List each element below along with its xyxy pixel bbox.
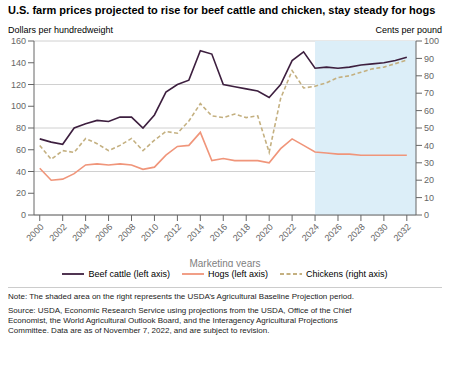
svg-text:50: 50 <box>424 123 434 133</box>
svg-text:40: 40 <box>424 141 434 151</box>
svg-text:20: 20 <box>424 175 434 185</box>
svg-text:10: 10 <box>424 193 434 203</box>
svg-text:120: 120 <box>11 80 26 90</box>
svg-text:2002: 2002 <box>47 222 68 243</box>
svg-text:30: 30 <box>424 158 434 168</box>
html-text:Beef cattle (left axis): Beef cattle (left axis) <box>88 269 170 279</box>
svg-text:Marketing years: Marketing years <box>189 258 260 267</box>
svg-text:0: 0 <box>424 210 429 220</box>
svg-text:0: 0 <box>21 210 26 220</box>
svg-text:2016: 2016 <box>208 222 229 243</box>
svg-text:2018: 2018 <box>231 222 252 243</box>
svg-text:2000: 2000 <box>24 222 45 243</box>
svg-text:60: 60 <box>16 145 26 155</box>
svg-text:2028: 2028 <box>346 222 367 243</box>
html-text:Note: The shaded area on the r: Note: The shaded area on the right repre… <box>8 292 354 301</box>
svg-text:2004: 2004 <box>70 222 91 243</box>
svg-text:100: 100 <box>424 36 439 46</box>
svg-text:40: 40 <box>16 167 26 177</box>
svg-text:2020: 2020 <box>254 222 275 243</box>
svg-text:2010: 2010 <box>139 222 160 243</box>
svg-text:70: 70 <box>424 88 434 98</box>
svg-text:100: 100 <box>11 101 26 111</box>
svg-text:2026: 2026 <box>323 222 344 243</box>
html-text:Cents per pound: Cents per pound <box>375 25 442 35</box>
html-text:U.S. farm prices projected to: U.S. farm prices projected to rise for b… <box>8 4 436 16</box>
svg-text:2024: 2024 <box>300 222 321 243</box>
html-text:Hogs (left axis): Hogs (left axis) <box>208 269 268 279</box>
svg-text:90: 90 <box>424 54 434 64</box>
svg-text:20: 20 <box>16 188 26 198</box>
svg-text:80: 80 <box>16 123 26 133</box>
svg-text:2030: 2030 <box>369 222 390 243</box>
html-text:Chickens (right axis): Chickens (right axis) <box>306 269 388 279</box>
svg-text:2032: 2032 <box>392 222 413 243</box>
svg-text:2012: 2012 <box>162 222 183 243</box>
svg-text:2006: 2006 <box>93 222 114 243</box>
svg-text:2022: 2022 <box>277 222 298 243</box>
svg-text:60: 60 <box>424 106 434 116</box>
html-text:Dollars per hundredweight: Dollars per hundredweight <box>8 25 114 35</box>
svg-text:80: 80 <box>424 71 434 81</box>
svg-text:2014: 2014 <box>185 222 206 243</box>
html-text:Source: USDA, Economic Researc: Source: USDA, Economic Research Service … <box>8 306 352 335</box>
svg-text:160: 160 <box>11 36 26 46</box>
svg-text:2008: 2008 <box>116 222 137 243</box>
svg-text:140: 140 <box>11 58 26 68</box>
